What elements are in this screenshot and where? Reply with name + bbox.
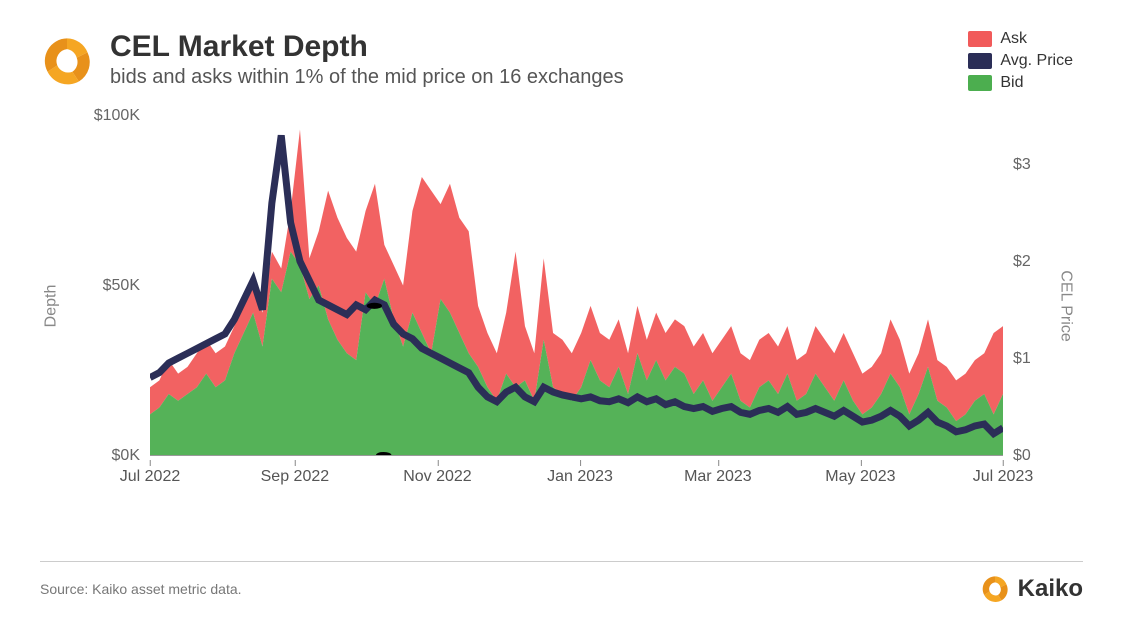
chart-subtitle: bids and asks within 1% of the mid price… xyxy=(110,66,952,89)
legend-item: Avg. Price xyxy=(968,52,1073,70)
chart-area: Depth CEL Price $0K$50K$100K $0$1$2$3 Ju… xyxy=(40,116,1083,496)
x-tick: May 2023 xyxy=(825,468,895,486)
x-tick: Jul 2022 xyxy=(120,468,181,486)
y-right-tick: $1 xyxy=(1013,350,1083,368)
legend-label: Bid xyxy=(1000,74,1023,92)
marker-dot xyxy=(367,303,382,309)
y-left-tick: $50K xyxy=(70,277,140,295)
brand-mark: Kaiko xyxy=(980,574,1083,604)
x-tick: Mar 2023 xyxy=(684,468,752,486)
title-block: CEL Market Depth bids and asks within 1%… xyxy=(110,30,952,89)
x-tick: Sep 2022 xyxy=(261,468,330,486)
kaiko-logo-icon xyxy=(40,34,94,88)
y-left-axis-label: Depth xyxy=(42,285,60,328)
x-tick: Jul 2023 xyxy=(973,468,1034,486)
legend-swatch xyxy=(968,75,992,91)
x-tick: Nov 2022 xyxy=(403,468,472,486)
y-left-ticks: $0K$50K$100K xyxy=(70,116,140,456)
legend-item: Bid xyxy=(968,74,1073,92)
y-right-tick: $3 xyxy=(1013,156,1083,174)
chart-title: CEL Market Depth xyxy=(110,30,952,64)
x-ticks: Jul 2022Sep 2022Nov 2022Jan 2023Mar 2023… xyxy=(150,460,1003,496)
y-right-tick: $0 xyxy=(1013,447,1083,465)
y-left-tick: $0K xyxy=(70,447,140,465)
legend: Ask Avg. Price Bid xyxy=(968,30,1073,92)
header: CEL Market Depth bids and asks within 1%… xyxy=(40,30,1083,92)
legend-item: Ask xyxy=(968,30,1073,48)
plot-svg xyxy=(150,116,1003,455)
footer-divider xyxy=(40,561,1083,562)
y-left-tick: $100K xyxy=(70,107,140,125)
chart-card: CEL Market Depth bids and asks within 1%… xyxy=(0,0,1123,618)
kaiko-logo-icon xyxy=(980,574,1010,604)
brand-name: Kaiko xyxy=(1018,575,1083,603)
legend-swatch xyxy=(968,53,992,69)
legend-swatch xyxy=(968,31,992,47)
footer: Source: Kaiko asset metric data. Kaiko xyxy=(40,574,1083,604)
plot-region xyxy=(150,116,1003,456)
x-tick: Jan 2023 xyxy=(547,468,613,486)
legend-label: Ask xyxy=(1000,30,1027,48)
source-text: Source: Kaiko asset metric data. xyxy=(40,581,242,597)
legend-label: Avg. Price xyxy=(1000,52,1073,70)
y-right-ticks: $0$1$2$3 xyxy=(1013,116,1083,456)
y-right-tick: $2 xyxy=(1013,253,1083,271)
